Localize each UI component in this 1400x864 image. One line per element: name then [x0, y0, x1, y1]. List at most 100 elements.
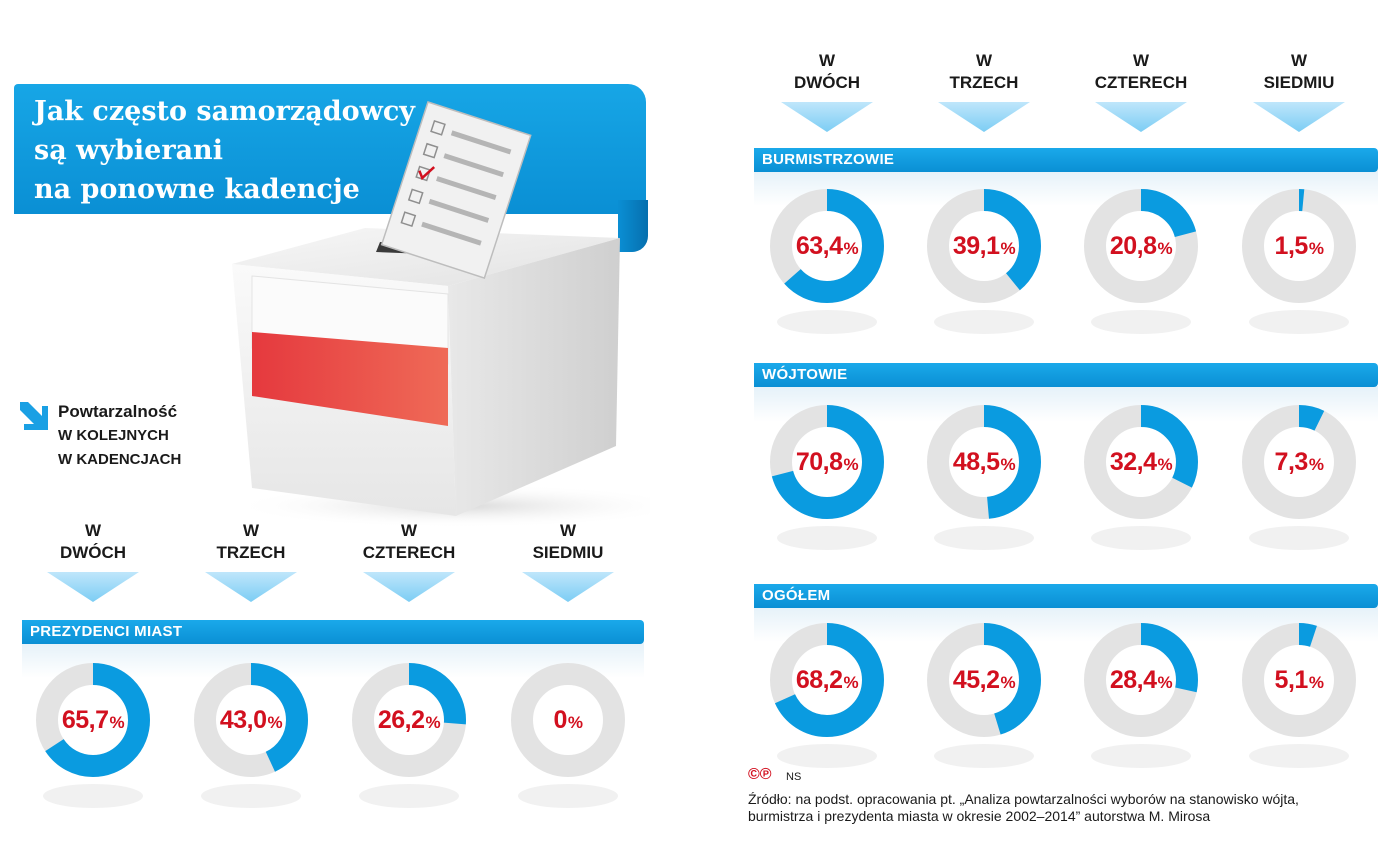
donut-w-siedmiu: 0%: [510, 662, 626, 812]
column-header-prefix: W: [242, 521, 260, 540]
donut-chart: [1084, 405, 1198, 550]
donut-value-label: 68,2%: [769, 660, 885, 703]
donut-reflection: [1091, 310, 1191, 334]
donut-value-number: 63,4: [795, 232, 843, 260]
column-header-label: CZTERECH: [1094, 73, 1188, 92]
donut-value-label: 28,4%: [1083, 660, 1199, 703]
column-header-label: DWÓCH: [59, 543, 127, 562]
donut-w-dwóch: 63,4%: [769, 188, 885, 338]
column-header-dwóch: W DWÓCH: [752, 50, 902, 134]
category-bar-prezydenci: PREZYDENCI MIAST: [22, 620, 644, 644]
donut-reflection: [777, 310, 877, 334]
column-header-label: DWÓCH: [793, 73, 861, 92]
donut-value-number: 5,1: [1274, 666, 1309, 694]
donut-value-unit: %: [567, 713, 583, 732]
donut-chart: [1242, 405, 1356, 550]
column-header-prefix: W: [1290, 51, 1308, 70]
author-initials: NS: [786, 771, 802, 783]
column-header-czterech: W CZTERECH: [334, 520, 484, 604]
column-header-prefix: W: [1132, 51, 1150, 70]
donut-value-arc: [1242, 189, 1356, 303]
down-triangle-icon: [363, 572, 455, 602]
source-line-2: burmistrza i prezydenta miasta w okresie…: [748, 808, 1211, 824]
down-triangle-icon: [938, 102, 1030, 132]
donut-value-arc: [770, 405, 884, 519]
category-bar-ogolem: OGÓŁEM: [754, 584, 1378, 608]
donut-chart: [770, 405, 884, 550]
down-triangle-icon: [205, 572, 297, 602]
donut-value-unit: %: [1157, 455, 1173, 474]
donut-value-unit: %: [1000, 239, 1016, 258]
donut-value-arc: [352, 663, 466, 777]
ballot-paper-icon: [380, 101, 532, 279]
donut-chart: [927, 189, 1041, 334]
donut-chart: [511, 663, 625, 808]
donut-value-unit: %: [425, 713, 441, 732]
donut-w-czterech: 32,4%: [1083, 404, 1199, 554]
donut-w-siedmiu: 1,5%: [1241, 188, 1357, 338]
down-right-arrow-icon: [20, 402, 48, 430]
column-header-czterech: W CZTERECH: [1066, 50, 1216, 134]
donut-value-unit: %: [109, 713, 125, 732]
donut-value-label: 39,1%: [926, 226, 1042, 269]
donut-value-unit: %: [1157, 239, 1173, 258]
donut-value-unit: %: [1000, 455, 1016, 474]
donut-value-arc: [1084, 405, 1198, 519]
donut-reflection: [934, 526, 1034, 550]
polish-flag-icon: [251, 275, 449, 426]
donut-reflection: [201, 784, 301, 808]
donut-value-arc: [927, 623, 1041, 737]
donut-value-unit: %: [843, 239, 859, 258]
donut-value-label: 45,2%: [926, 660, 1042, 703]
donut-value-label: 65,7%: [35, 700, 151, 743]
donut-w-dwóch: 70,8%: [769, 404, 885, 554]
donut-w-siedmiu: 7,3%: [1241, 404, 1357, 554]
donut-chart: [770, 189, 884, 334]
column-header-dwóch: W DWÓCH: [18, 520, 168, 604]
donut-reflection: [777, 526, 877, 550]
title-line-1: Jak często samorządowcy: [34, 96, 415, 127]
legend-line-1: Powtarzalność: [58, 402, 178, 421]
donut-value-number: 45,2: [952, 666, 1000, 694]
donut-value-number: 70,8: [795, 448, 843, 476]
donut-value-label: 7,3%: [1241, 442, 1357, 485]
column-header-label: CZTERECH: [362, 543, 456, 562]
donut-w-trzech: 39,1%: [926, 188, 1042, 338]
down-triangle-icon: [47, 572, 139, 602]
donut-chart: [1242, 189, 1356, 334]
donut-reflection: [934, 310, 1034, 334]
donut-reflection: [777, 744, 877, 768]
title-ribbon: [14, 84, 646, 214]
donut-value-label: 48,5%: [926, 442, 1042, 485]
donut-value-label: 0%: [510, 700, 626, 743]
donut-value-unit: %: [1308, 239, 1324, 258]
donut-value-number: 0: [553, 706, 567, 734]
donut-reflection: [1249, 744, 1349, 768]
donut-value-number: 65,7: [61, 706, 109, 734]
column-header-prefix: W: [84, 521, 102, 540]
donut-value-arc: [1242, 405, 1356, 519]
donut-value-unit: %: [1308, 455, 1324, 474]
copyright-mark: ©℗: [748, 766, 772, 783]
ballot-box-icon: [230, 101, 650, 526]
column-header-prefix: W: [975, 51, 993, 70]
donut-chart: [1242, 623, 1356, 768]
column-header-prefix: W: [818, 51, 836, 70]
column-header-siedmiu: W SIEDMIU: [1224, 50, 1374, 134]
donut-value-number: 68,2: [795, 666, 843, 694]
donut-value-number: 48,5: [952, 448, 1000, 476]
donut-reflection: [1091, 526, 1191, 550]
donut-value-label: 70,8%: [769, 442, 885, 485]
column-header-label: TRZECH: [949, 73, 1019, 92]
donut-chart: [1084, 189, 1198, 334]
column-header-prefix: W: [559, 521, 577, 540]
donut-chart: [352, 663, 466, 808]
donut-reflection: [518, 784, 618, 808]
column-header-label: SIEDMIU: [1263, 73, 1335, 92]
source-note: Źródło: na podst. opracowania pt. „Anali…: [748, 791, 1388, 825]
donut-w-dwóch: 68,2%: [769, 622, 885, 772]
donut-value-number: 7,3: [1274, 448, 1309, 476]
donut-value-unit: %: [843, 455, 859, 474]
donut-w-czterech: 26,2%: [351, 662, 467, 812]
donut-chart: [927, 623, 1041, 768]
